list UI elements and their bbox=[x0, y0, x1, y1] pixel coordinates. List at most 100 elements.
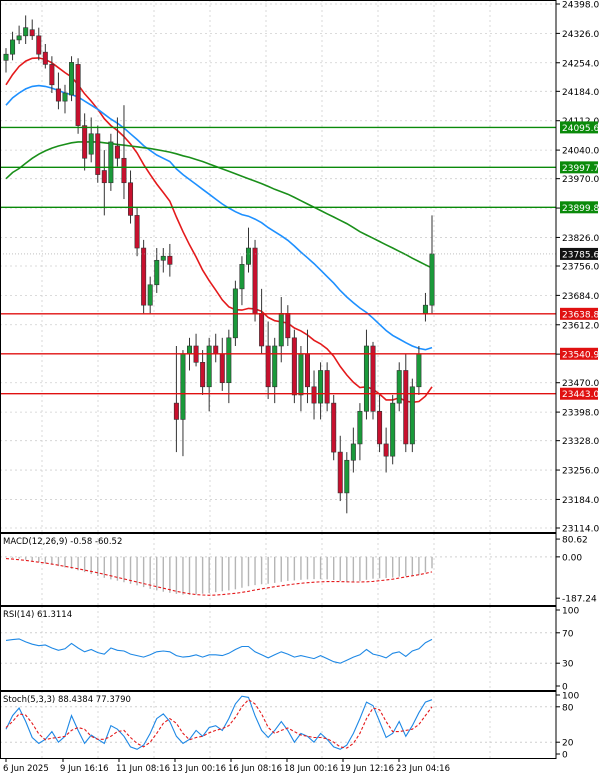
candle-body bbox=[180, 353, 186, 420]
candle-body bbox=[213, 345, 219, 355]
candle-body bbox=[331, 402, 337, 453]
price-tick-label: 23684.0 bbox=[562, 292, 599, 302]
price-tick-label: 23612.0 bbox=[562, 321, 599, 331]
level-label: 23540.9 bbox=[562, 350, 599, 360]
candle-body bbox=[344, 459, 350, 494]
candle-body bbox=[370, 345, 376, 412]
candle-body bbox=[173, 402, 179, 420]
price-tick-label: 23470.0 bbox=[562, 379, 599, 389]
price-tick-label: 24398.0 bbox=[562, 1, 599, 11]
candle-body bbox=[422, 304, 428, 314]
candle-body bbox=[383, 443, 389, 457]
candle-body bbox=[10, 39, 16, 55]
current-price-label: 23785.6 bbox=[562, 250, 599, 260]
price-tick-label: 23328.0 bbox=[562, 437, 599, 447]
main-series-layer bbox=[0, 15, 556, 514]
candle-body bbox=[409, 386, 415, 445]
candle-body bbox=[259, 313, 265, 347]
price-tick-label: 23970.0 bbox=[562, 175, 599, 185]
candle-body bbox=[357, 410, 363, 445]
candle-body bbox=[390, 402, 396, 457]
level-label-box bbox=[560, 161, 598, 174]
macd-panel: 80.62 0.00 -187.24 MACD(12,26,9) -0.58 -60.… bbox=[0, 533, 597, 605]
level-label: 23443.0 bbox=[562, 390, 599, 400]
indicator-tick-label: 80 bbox=[562, 703, 574, 713]
candle-body bbox=[36, 35, 42, 55]
candle-body bbox=[42, 51, 48, 65]
level-label: 23997.7 bbox=[562, 164, 599, 174]
candle-body bbox=[265, 345, 271, 388]
time-label: 13 Jun 00:16 bbox=[172, 764, 226, 774]
level-label: 23899.8 bbox=[562, 204, 599, 214]
price-tick-label: 23756.0 bbox=[562, 263, 599, 273]
level-label: 24095.6 bbox=[562, 124, 599, 134]
main-price-axis: 23114.0 23184.0 23256.0 23328.0 23398.0 23470… bbox=[556, 1, 599, 535]
candle-body bbox=[95, 133, 101, 175]
candle-body bbox=[49, 64, 55, 86]
time-label: 23 Jun 04:16 bbox=[396, 764, 450, 774]
time-axis: 6 Jun 2025 9 Jun 16:16 11 Jun 08:16 13 Jun … bbox=[3, 758, 450, 774]
candle-body bbox=[75, 64, 81, 126]
candle-body bbox=[298, 353, 304, 396]
candle-body bbox=[128, 182, 134, 216]
candle-body bbox=[311, 386, 317, 404]
rsi-line bbox=[5, 638, 433, 664]
candle-body bbox=[324, 370, 330, 404]
current-price-box bbox=[560, 247, 598, 260]
time-label: 18 Jun 00:16 bbox=[284, 764, 338, 774]
candle-body bbox=[318, 370, 324, 404]
level-label-box bbox=[560, 387, 598, 400]
time-label: 19 Jun 12:16 bbox=[340, 764, 394, 774]
level-label-box bbox=[560, 121, 598, 134]
candle-body bbox=[337, 451, 343, 494]
time-label: 9 Jun 16:16 bbox=[60, 764, 109, 774]
time-label: 16 Jun 08:16 bbox=[228, 764, 282, 774]
candle-body bbox=[69, 62, 75, 96]
candle-body bbox=[291, 337, 297, 396]
indicator-tick-label: 70 bbox=[562, 629, 574, 639]
candle-body bbox=[252, 247, 258, 314]
candle-body bbox=[219, 353, 225, 384]
candle-body bbox=[285, 313, 291, 339]
price-tick-label: 24184.0 bbox=[562, 88, 599, 98]
candle-body bbox=[403, 370, 409, 445]
price-tick-label: 23256.0 bbox=[562, 467, 599, 477]
candle-body bbox=[147, 284, 153, 306]
candle-body bbox=[101, 170, 107, 184]
candle-body bbox=[245, 247, 251, 265]
candle-body bbox=[160, 255, 166, 261]
candle-body bbox=[200, 362, 206, 388]
candle-body bbox=[82, 125, 88, 159]
moving-average-line bbox=[5, 141, 433, 269]
panel-frames bbox=[0, 0, 557, 759]
price-tick-label: 24254.0 bbox=[562, 59, 599, 69]
candle-body bbox=[304, 353, 310, 388]
time-label: 11 Jun 08:16 bbox=[116, 764, 170, 774]
panel-border bbox=[0, 691, 557, 759]
rsi-title: RSI(14) 61.3114 bbox=[3, 610, 72, 620]
candle-body bbox=[363, 345, 369, 412]
macd-signal-line bbox=[5, 558, 433, 596]
candle-body bbox=[350, 443, 356, 461]
indicator-tick-label: 0 bbox=[562, 751, 568, 761]
candle-body bbox=[278, 313, 284, 347]
level-label-box bbox=[560, 307, 598, 320]
price-tick-label: 23184.0 bbox=[562, 496, 599, 506]
level-label: 23638.8 bbox=[562, 310, 599, 320]
time-label: 6 Jun 2025 bbox=[3, 764, 49, 774]
price-tick-label: 23398.0 bbox=[562, 409, 599, 419]
candle-body bbox=[239, 264, 245, 290]
candle-body bbox=[377, 410, 383, 445]
candle-body bbox=[114, 145, 120, 159]
candle-body bbox=[416, 353, 422, 388]
candle-body bbox=[187, 345, 193, 355]
candle-body bbox=[16, 35, 22, 41]
panel-border bbox=[0, 606, 557, 691]
candle-body bbox=[134, 215, 140, 249]
price-tick-label: 24326.0 bbox=[562, 30, 599, 40]
candle-body bbox=[154, 259, 160, 286]
indicator-tick-label: 20 bbox=[562, 739, 574, 749]
candle-body bbox=[23, 27, 29, 37]
price-tick-label: 23114.0 bbox=[562, 525, 599, 535]
